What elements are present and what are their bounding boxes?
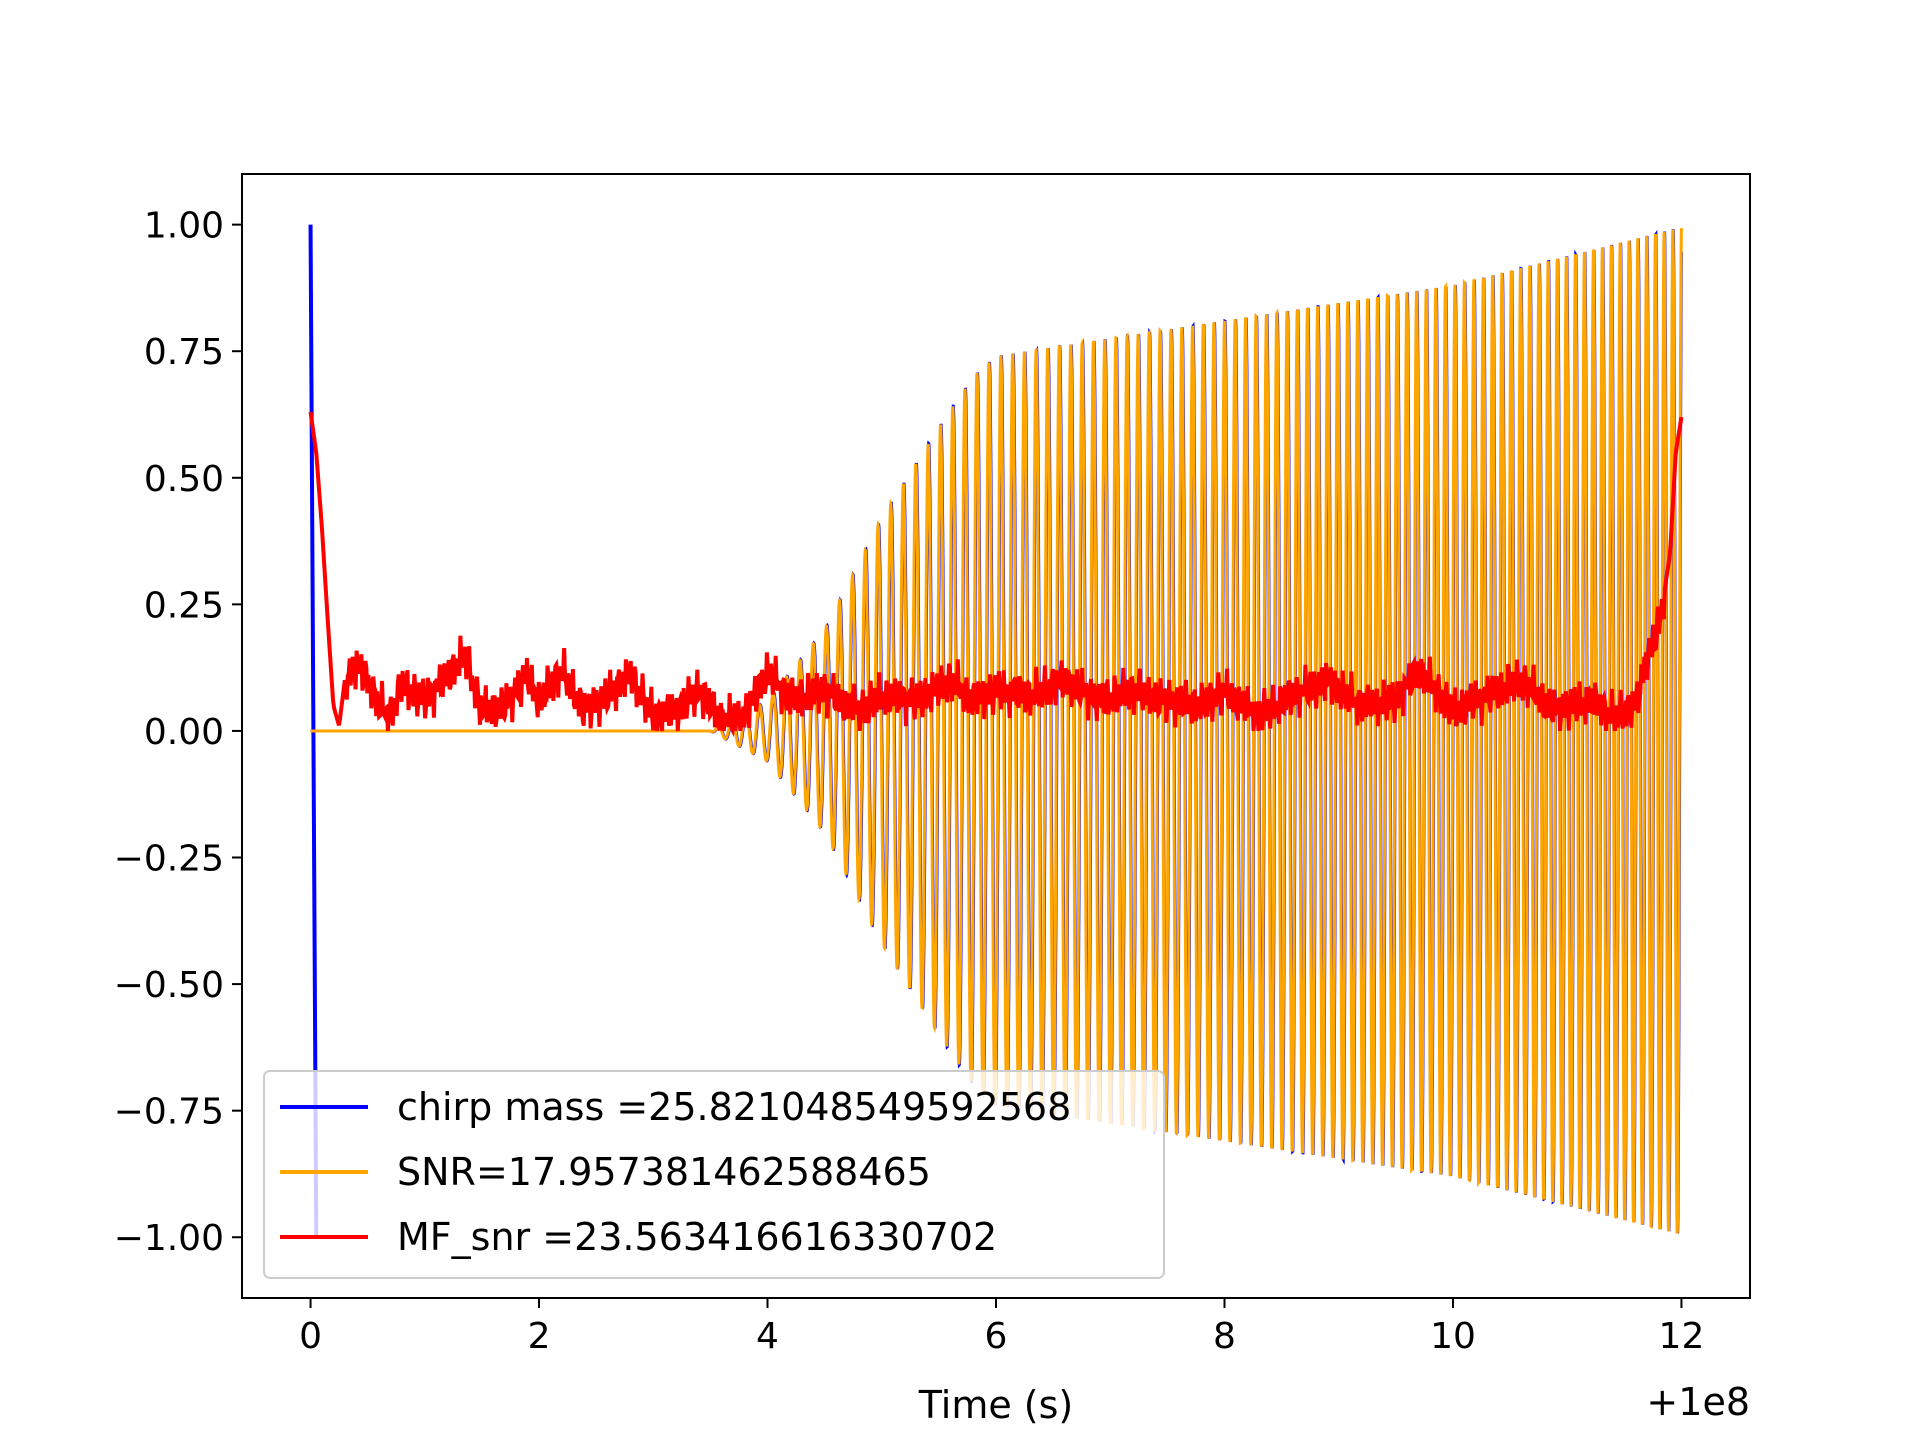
y-tick-label: 0.25 xyxy=(144,585,224,626)
y-tick-label: 0.00 xyxy=(144,712,224,753)
y-tick-label: 1.00 xyxy=(144,206,224,247)
series-snr-line xyxy=(310,228,1683,1234)
x-axis-label: Time (s) xyxy=(918,1383,1074,1427)
legend: chirp mass =25.821048549592568 SNR=17.95… xyxy=(263,1070,1165,1279)
x-tick-label: 6 xyxy=(985,1316,1008,1357)
legend-label-snr: SNR=17.957381462588465 xyxy=(397,1150,931,1194)
x-tick-label: 8 xyxy=(1213,1316,1236,1357)
y-tick-label: 0.50 xyxy=(144,459,224,500)
y-tick-label: −0.25 xyxy=(114,839,224,880)
series-mf-snr-line xyxy=(308,411,1684,738)
x-tick-label: 12 xyxy=(1659,1316,1705,1357)
ticks-layer: 0 2 4 6 8 10 12 1.00 0.75 0.50 0.25 0.00 −0.25 −0.50 −… xyxy=(114,206,1705,1357)
y-tick-label: 0.75 xyxy=(144,332,224,373)
x-tick-label: 10 xyxy=(1430,1316,1476,1357)
x-tick-label: 2 xyxy=(528,1316,551,1357)
legend-label-chirp-mass: chirp mass =25.821048549592568 xyxy=(397,1085,1071,1129)
x-offset-label: +1e8 xyxy=(1646,1380,1750,1424)
y-tick-label: −0.75 xyxy=(114,1092,224,1133)
x-tick-label: 4 xyxy=(756,1316,779,1357)
legend-label-mf-snr: MF_snr =23.563416616330702 xyxy=(397,1215,997,1259)
x-tick-label: 0 xyxy=(299,1316,322,1357)
y-tick-label: −0.50 xyxy=(114,965,224,1006)
legend-box xyxy=(263,1070,1165,1279)
y-tick-label: −1.00 xyxy=(114,1218,224,1259)
